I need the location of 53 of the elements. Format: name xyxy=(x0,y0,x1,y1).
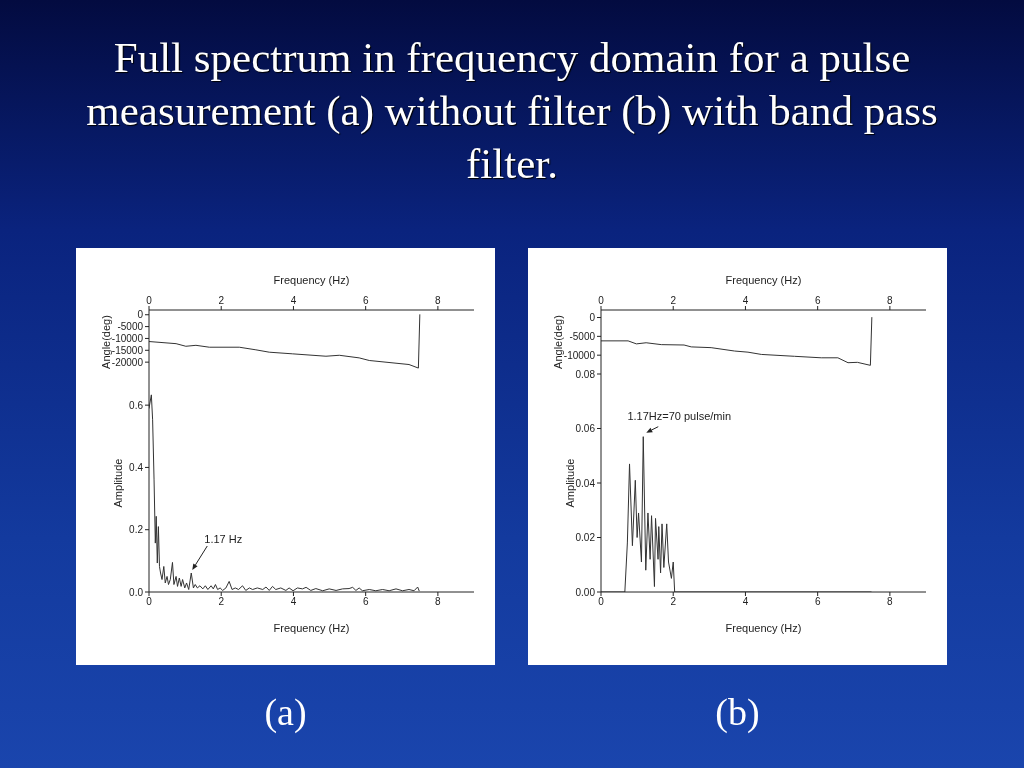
x-tick-label: 6 xyxy=(362,596,369,608)
y-tick-label: 0.04 xyxy=(575,477,596,489)
chart-title: Full spectrum in frequency domain for a pulse measurement (a) without filter (b) with band pass filter. xyxy=(85,33,939,189)
y-tick-label: 0 xyxy=(137,309,144,321)
y-tick-label: 0.08 xyxy=(575,368,596,380)
y-tick-label: 0 xyxy=(589,312,596,324)
x-tick-label: 4 xyxy=(742,295,749,306)
line-series xyxy=(149,394,420,592)
x-tick-label: 0 xyxy=(146,295,153,306)
x-tick-label: 0 xyxy=(146,596,153,608)
x-tick-label: 2 xyxy=(218,295,225,306)
x-tick-label: 2 xyxy=(218,596,225,608)
line-series xyxy=(149,314,421,369)
y-tick-label: -5000 xyxy=(117,321,144,333)
text: (a) xyxy=(263,690,308,734)
x-tick-label: 8 xyxy=(887,295,894,306)
x-tick-label: 6 xyxy=(362,295,369,306)
y-tick-label: 0.00 xyxy=(575,586,596,598)
x-tick-label: 4 xyxy=(290,295,297,306)
x-tick-label: 2 xyxy=(670,596,677,608)
y-tick-label: -15000 xyxy=(111,344,144,356)
y-tick-label: -20000 xyxy=(111,356,144,368)
y-tick-label: 0.02 xyxy=(575,532,596,544)
x-axis-title: Frequency (Hz) xyxy=(725,273,802,286)
x-tick-label: 0 xyxy=(598,596,605,608)
text: (b) xyxy=(714,690,761,734)
x-tick-label: 8 xyxy=(435,295,442,306)
y-tick-label: 0.2 xyxy=(129,524,144,536)
x-axis-title: Frequency (Hz) xyxy=(273,273,350,286)
line-series xyxy=(601,317,873,366)
x-tick-label: 2 xyxy=(670,295,677,306)
y-tick-label: -5000 xyxy=(569,330,596,342)
y-tick-label: -10000 xyxy=(563,349,596,361)
y-tick-label: 0.0 xyxy=(129,586,144,598)
y-tick-label: -10000 xyxy=(111,332,144,344)
y-axis-title: Amplitude xyxy=(111,458,124,508)
x-axis-title: Frequency (Hz) xyxy=(725,622,802,634)
x-tick-label: 4 xyxy=(290,596,297,608)
x-tick-label: 6 xyxy=(814,596,821,608)
y-tick-label: 0.4 xyxy=(129,461,144,473)
x-tick-label: 0 xyxy=(598,295,605,306)
x-tick-label: 8 xyxy=(887,596,894,608)
x-tick-label: 8 xyxy=(435,596,442,608)
annotation: 1.17Hz=70 pulse/min xyxy=(627,409,732,422)
x-tick-label: 6 xyxy=(814,295,821,306)
y-axis-title: Angle(deg) xyxy=(551,315,564,369)
x-axis-title: Frequency (Hz) xyxy=(273,622,350,634)
y-axis-title: Angle(deg) xyxy=(99,315,112,369)
y-tick-label: 0.6 xyxy=(129,399,144,411)
y-axis-title: Amplitude xyxy=(563,458,576,508)
annotation: 1.17 Hz xyxy=(204,532,243,545)
x-tick-label: 4 xyxy=(742,596,749,608)
y-tick-label: 0.06 xyxy=(575,423,596,435)
